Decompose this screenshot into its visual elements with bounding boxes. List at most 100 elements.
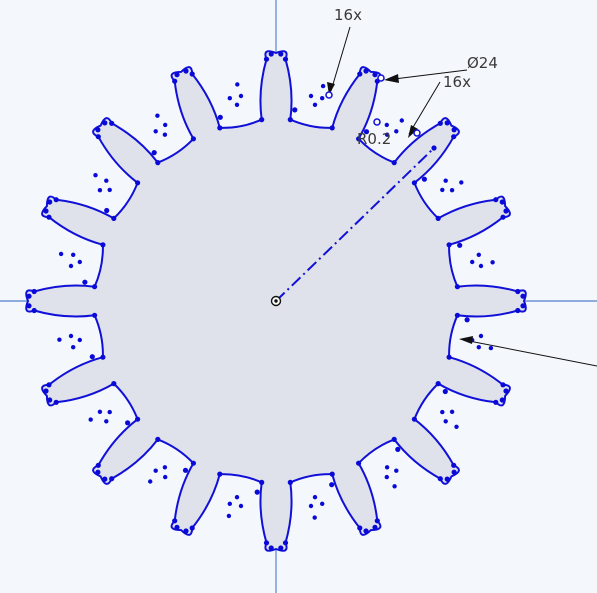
profile-point[interactable] (446, 354, 452, 360)
profile-point[interactable] (217, 471, 223, 477)
profile-point[interactable] (268, 51, 274, 57)
construction-point[interactable] (71, 345, 76, 350)
construction-point[interactable] (392, 484, 397, 489)
construction-point[interactable] (449, 409, 455, 414)
profile-point[interactable] (254, 489, 260, 495)
profile-point[interactable] (111, 381, 117, 387)
profile-point[interactable] (95, 134, 101, 140)
profile-point[interactable] (457, 242, 463, 248)
profile-point[interactable] (217, 125, 223, 131)
construction-point[interactable] (488, 345, 494, 351)
profile-point[interactable] (363, 68, 369, 74)
profile-point[interactable] (278, 545, 284, 551)
construction-point[interactable] (440, 187, 445, 193)
profile-point[interactable] (92, 284, 98, 290)
fillet-radius-dimension[interactable]: R0.2 (357, 118, 391, 148)
construction-point[interactable] (238, 93, 244, 99)
profile-point[interactable] (282, 540, 289, 546)
profile-point[interactable] (95, 462, 101, 468)
construction-point[interactable] (57, 337, 62, 342)
construction-point[interactable] (234, 495, 240, 500)
profile-point[interactable] (437, 476, 443, 482)
profile-point[interactable] (444, 120, 450, 126)
construction-point[interactable] (97, 409, 103, 414)
profile-point[interactable] (259, 479, 265, 485)
profile-point[interactable] (372, 72, 378, 78)
side-leader-arrow[interactable] (459, 336, 597, 367)
profile-point[interactable] (282, 56, 289, 62)
construction-point[interactable] (470, 259, 475, 265)
construction-point[interactable] (162, 465, 168, 470)
construction-point[interactable] (478, 333, 484, 339)
profile-point[interactable] (391, 436, 397, 442)
construction-point[interactable] (476, 345, 481, 350)
profile-point[interactable] (92, 312, 98, 318)
construction-point[interactable] (153, 468, 158, 473)
profile-point[interactable] (31, 288, 37, 295)
profile-point[interactable] (43, 388, 49, 394)
construction-point[interactable] (384, 465, 390, 470)
construction-point[interactable] (148, 479, 153, 484)
profile-point[interactable] (292, 107, 298, 113)
construction-point[interactable] (394, 468, 399, 473)
profile-point[interactable] (26, 303, 32, 309)
profile-point[interactable] (172, 518, 178, 524)
profile-point[interactable] (135, 416, 141, 422)
construction-point[interactable] (234, 102, 240, 108)
construction-point[interactable] (384, 132, 390, 137)
profile-point[interactable] (26, 293, 32, 299)
profile-point[interactable] (278, 51, 284, 57)
profile-point[interactable] (411, 180, 417, 186)
profile-point[interactable] (329, 471, 335, 477)
profile-point[interactable] (95, 469, 101, 475)
construction-point[interactable] (449, 188, 455, 193)
profile-point[interactable] (47, 397, 53, 403)
profile-point[interactable] (263, 540, 270, 546)
construction-point[interactable] (320, 501, 325, 506)
profile-point[interactable] (95, 127, 101, 133)
profile-point[interactable] (174, 524, 180, 530)
construction-point[interactable] (443, 178, 448, 183)
profile-point[interactable] (109, 120, 115, 126)
profile-point[interactable] (451, 134, 457, 140)
profile-point[interactable] (104, 207, 110, 214)
profile-point[interactable] (503, 208, 509, 214)
profile-point[interactable] (190, 460, 196, 466)
construction-point[interactable] (153, 129, 158, 134)
profile-point[interactable] (435, 381, 441, 387)
profile-point[interactable] (190, 136, 196, 142)
construction-radius-line[interactable] (275, 147, 435, 302)
profile-point[interactable] (183, 528, 189, 534)
profile-point[interactable] (454, 312, 460, 318)
construction-point[interactable] (58, 251, 64, 257)
profile-point[interactable] (102, 120, 108, 126)
profile-point[interactable] (464, 317, 470, 323)
profile-point[interactable] (499, 199, 505, 205)
origin-icon[interactable] (270, 295, 282, 307)
construction-point[interactable] (312, 515, 317, 520)
profile-point[interactable] (329, 125, 335, 131)
profile-point[interactable] (135, 180, 141, 186)
profile-point[interactable] (363, 528, 369, 534)
tooth-count-dimension-b[interactable]: 16x (408, 73, 471, 138)
profile-point[interactable] (329, 482, 335, 488)
profile-point[interactable] (411, 416, 417, 422)
profile-point[interactable] (435, 215, 441, 221)
profile-point[interactable] (46, 382, 52, 388)
construction-point[interactable] (312, 102, 318, 108)
profile-point[interactable] (109, 476, 115, 482)
profile-point[interactable] (263, 56, 270, 62)
profile-point[interactable] (442, 388, 448, 395)
profile-point[interactable] (493, 399, 499, 405)
profile-point[interactable] (53, 399, 59, 405)
profile-point[interactable] (259, 117, 265, 123)
construction-point[interactable] (320, 83, 326, 89)
profile-point[interactable] (287, 117, 293, 123)
profile-point[interactable] (444, 476, 450, 482)
profile-point[interactable] (53, 197, 59, 203)
profile-point[interactable] (395, 446, 401, 452)
construction-point[interactable] (93, 173, 98, 178)
profile-point[interactable] (217, 114, 223, 120)
diameter-dimension[interactable]: Ø24 (377, 54, 498, 83)
